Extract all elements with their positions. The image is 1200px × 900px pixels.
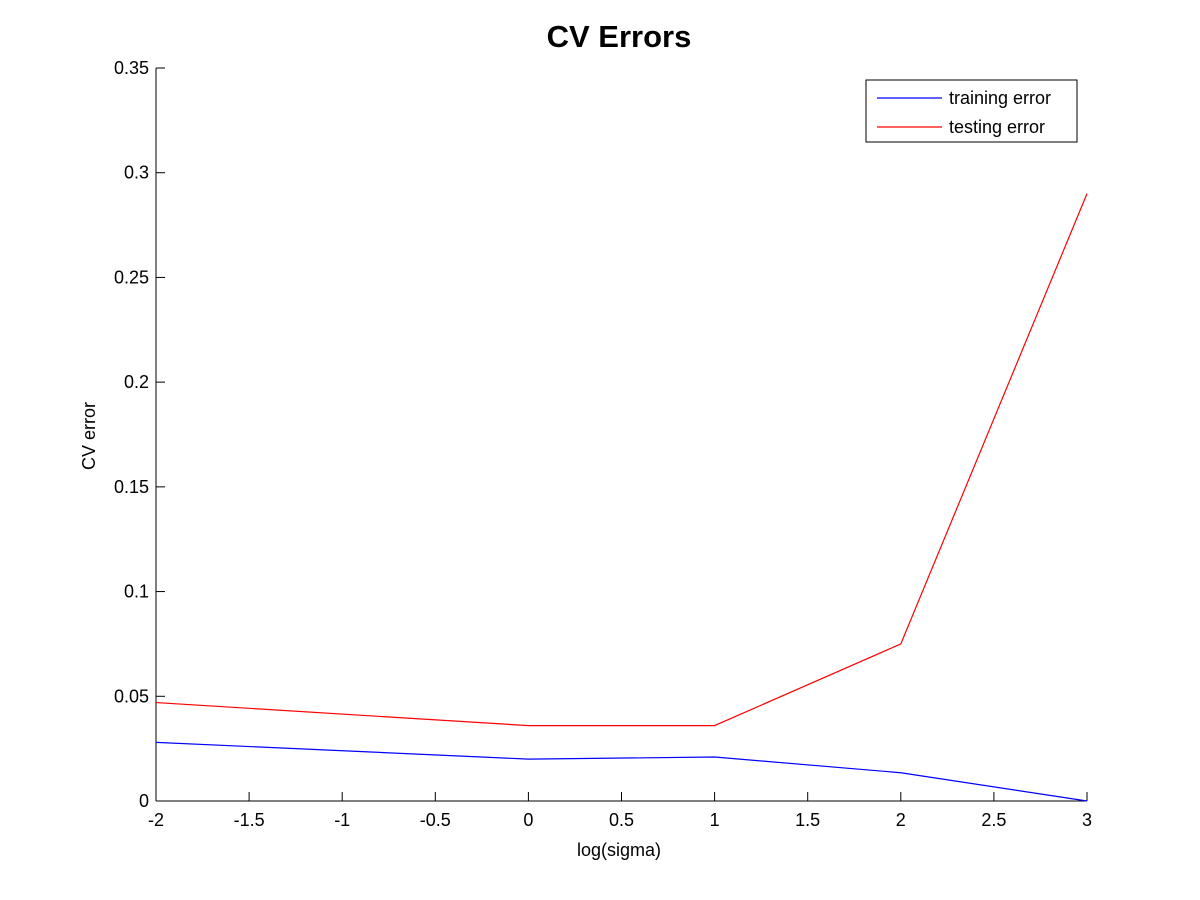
- y-tick-label: 0.15: [114, 477, 149, 497]
- x-tick-label: 3: [1082, 810, 1092, 830]
- legend-label-0: training error: [949, 88, 1051, 108]
- y-axis-label: CV error: [79, 402, 99, 470]
- legend-label-1: testing error: [949, 117, 1045, 137]
- x-tick-label: -1: [334, 810, 350, 830]
- series-line-1: [155, 193, 1088, 727]
- legend: training error testing error: [865, 79, 1078, 143]
- y-tick-label: 0.3: [124, 163, 149, 183]
- y-axis-ticks: 0 0.05 0.1 0.15 0.2 0.25 0.3 0.35: [114, 58, 165, 811]
- x-axis-label: log(sigma): [577, 840, 661, 860]
- series-line-0: [155, 741, 1088, 802]
- x-tick-label: -1.5: [234, 810, 265, 830]
- x-axis-ticks: -2 -1.5 -1 -0.5 0 0.5 1 1.5 2 2.5 3: [148, 792, 1092, 830]
- y-tick-label: 0.25: [114, 267, 149, 287]
- y-tick-label: 0.05: [114, 686, 149, 706]
- x-tick-label: 0.5: [609, 810, 634, 830]
- series-layer: [155, 193, 1088, 802]
- x-tick-label: 2: [896, 810, 906, 830]
- x-tick-label: -2: [148, 810, 164, 830]
- chart-title: CV Errors: [547, 19, 692, 54]
- legend-box: [865, 79, 1078, 143]
- x-tick-label: -0.5: [420, 810, 451, 830]
- y-tick-label: 0.35: [114, 58, 149, 78]
- x-tick-label: 0: [523, 810, 533, 830]
- y-tick-label: 0.2: [124, 372, 149, 392]
- y-tick-label: 0: [139, 791, 149, 811]
- x-tick-label: 1.5: [795, 810, 820, 830]
- x-tick-label: 1: [710, 810, 720, 830]
- y-tick-label: 0.1: [124, 582, 149, 602]
- x-tick-label: 2.5: [981, 810, 1006, 830]
